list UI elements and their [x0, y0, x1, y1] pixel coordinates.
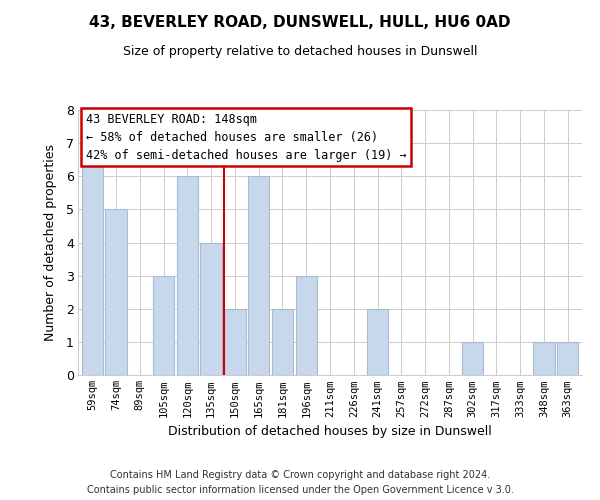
Bar: [82, 143, 103, 375]
Text: 43, BEVERLEY ROAD, DUNSWELL, HULL, HU6 0AD: 43, BEVERLEY ROAD, DUNSWELL, HULL, HU6 0…: [89, 15, 511, 30]
Bar: [557, 342, 578, 375]
Bar: [153, 276, 174, 375]
Bar: [367, 308, 388, 375]
X-axis label: Distribution of detached houses by size in Dunswell: Distribution of detached houses by size …: [168, 425, 492, 438]
Y-axis label: Number of detached properties: Number of detached properties: [44, 144, 58, 341]
Text: 43 BEVERLEY ROAD: 148sqm
← 58% of detached houses are smaller (26)
42% of semi-d: 43 BEVERLEY ROAD: 148sqm ← 58% of detach…: [86, 112, 406, 162]
Text: Size of property relative to detached houses in Dunswell: Size of property relative to detached ho…: [123, 45, 477, 58]
Text: Contains public sector information licensed under the Open Government Licence v : Contains public sector information licen…: [86, 485, 514, 495]
Bar: [248, 176, 269, 375]
Bar: [296, 276, 317, 375]
Bar: [106, 210, 127, 375]
Bar: [462, 342, 484, 375]
Bar: [176, 176, 198, 375]
Bar: [224, 308, 245, 375]
Bar: [533, 342, 554, 375]
Text: Contains HM Land Registry data © Crown copyright and database right 2024.: Contains HM Land Registry data © Crown c…: [110, 470, 490, 480]
Bar: [272, 308, 293, 375]
Bar: [200, 242, 222, 375]
